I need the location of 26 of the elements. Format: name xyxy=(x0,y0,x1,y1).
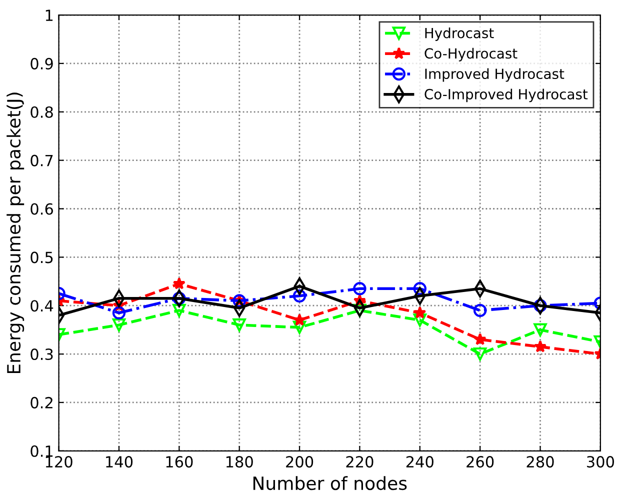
y-tick-label: 0.5 xyxy=(30,252,53,264)
x-tick-label: 280 xyxy=(526,456,554,468)
y-tick-label: 0.1 xyxy=(30,445,53,457)
y-tick-label: 1 xyxy=(46,10,53,21)
legend-label: Co-Improved Hydrocast xyxy=(424,88,588,102)
y-tick-label: 0.2 xyxy=(30,396,52,408)
x-tick-label: 180 xyxy=(226,456,253,468)
x-axis-title: Number of nodes xyxy=(253,476,407,490)
x-tick-label: 160 xyxy=(166,456,193,468)
y-tick-label: 0.7 xyxy=(30,154,53,166)
x-tick-label: 240 xyxy=(406,456,434,468)
x-tick-label: 300 xyxy=(587,456,614,468)
x-tick-label: 120 xyxy=(46,456,72,468)
legend-label: Co-Hydrocast xyxy=(424,48,518,62)
x-tick-label: 200 xyxy=(286,456,314,468)
x-tick-label: 220 xyxy=(346,456,374,468)
y-tick-label: 0.9 xyxy=(30,58,53,70)
x-tick-label: 140 xyxy=(106,456,133,468)
legend-label: Improved Hydrocast xyxy=(425,68,564,82)
y-tick-label: 0.3 xyxy=(30,348,53,360)
y-tick-label: 0.6 xyxy=(30,203,53,215)
legend-label: Hydrocast xyxy=(425,28,494,41)
y-axis-title: Energy consumed per packet(J) xyxy=(6,92,24,374)
y-tick-label: 0.8 xyxy=(30,106,53,118)
y-tick-label: 0.4 xyxy=(30,300,54,312)
x-tick-label: 260 xyxy=(466,456,494,468)
